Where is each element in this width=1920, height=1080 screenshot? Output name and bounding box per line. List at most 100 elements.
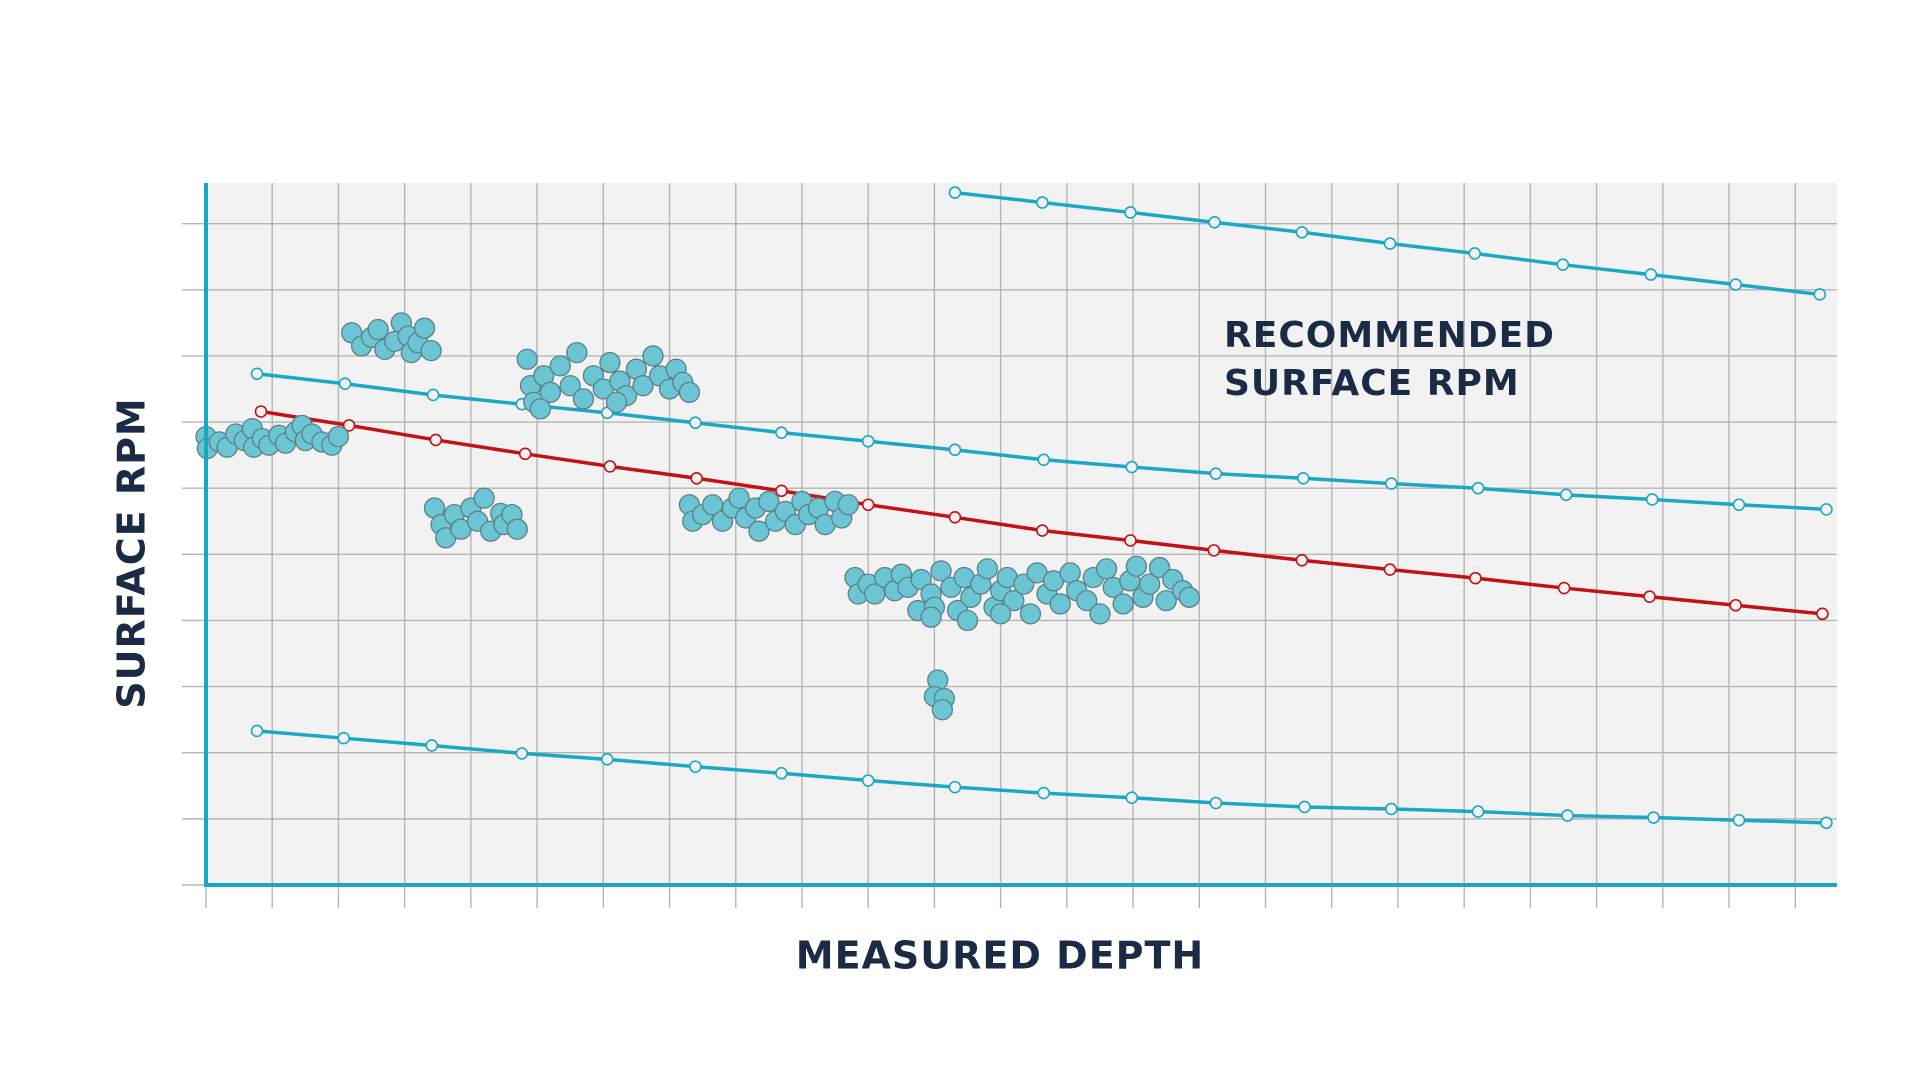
line-marker (1298, 800, 1311, 814)
scatter-point (529, 398, 552, 420)
scatter-point (678, 381, 701, 403)
line-marker (690, 471, 703, 485)
line-marker (600, 753, 614, 766)
line-marker (948, 511, 962, 524)
line-marker (861, 498, 875, 512)
line-marker (338, 377, 352, 391)
line-marker (1383, 563, 1397, 576)
scatter-point (758, 490, 780, 513)
line-marker (1125, 791, 1139, 805)
scatter-point (956, 609, 979, 632)
line-marker (342, 419, 356, 432)
scatter-point (920, 606, 942, 628)
scatter-point (728, 487, 750, 509)
scatter-point (1095, 558, 1118, 580)
scatter-point (566, 341, 588, 364)
line-marker (1732, 498, 1746, 512)
scatter-point (559, 375, 581, 397)
line-marker (1556, 258, 1570, 271)
line-marker (518, 447, 532, 461)
scatter-point (1059, 562, 1081, 584)
line-marker (250, 367, 264, 381)
line-marker (1820, 816, 1833, 830)
scatter-point (930, 560, 952, 582)
scatter-point (1003, 589, 1025, 612)
line-marker (1383, 237, 1397, 250)
line-marker (1645, 493, 1659, 506)
scatter-point (837, 494, 859, 516)
scatter-point (1178, 586, 1201, 608)
line-marker (515, 747, 529, 760)
scatter-point (327, 425, 350, 448)
line-marker (1036, 524, 1049, 537)
scatter-point (506, 518, 528, 540)
scatter-point (931, 699, 954, 721)
line-marker (948, 443, 962, 457)
line-marker (1561, 809, 1574, 822)
marks (195, 186, 1833, 830)
line-marker (1644, 268, 1658, 281)
line-marker (1816, 607, 1829, 621)
line-marker (1209, 796, 1223, 810)
line-marker (1643, 590, 1656, 603)
scatter-point (1125, 555, 1148, 577)
line-marker (948, 186, 962, 199)
line-marker (337, 731, 351, 745)
line-marker (250, 724, 264, 738)
line-marker (1469, 571, 1482, 585)
line-marker (1471, 481, 1485, 495)
line-marker (1820, 503, 1833, 516)
scatter-point (989, 603, 1012, 625)
x-axis-label: MEASURED DEPTH (796, 934, 1204, 978)
line-marker (429, 433, 443, 447)
scatter-point (605, 391, 628, 413)
line-marker (1559, 488, 1573, 502)
scatter-point (1148, 556, 1171, 579)
scatter-point (599, 351, 621, 374)
line-marker (689, 416, 702, 430)
scatter-point (1089, 603, 1111, 625)
scatter-point (367, 318, 389, 341)
line-marker (1124, 206, 1137, 219)
scatter-point (420, 340, 442, 362)
line-marker (948, 780, 962, 794)
scatter-point (539, 381, 561, 403)
scatter-point (473, 487, 495, 509)
scatter-point (632, 375, 654, 397)
y-axis-label: SURFACE RPM (110, 397, 154, 709)
scatter-point (910, 568, 932, 591)
scatter-point (748, 520, 770, 542)
line-marker (1557, 581, 1571, 595)
scatter-point (642, 345, 664, 367)
line-marker (775, 766, 788, 780)
line-marker (1037, 786, 1050, 800)
line-marker (861, 774, 875, 787)
line-marker (1209, 467, 1223, 480)
plot-background (206, 183, 1837, 885)
line-marker (1647, 811, 1660, 824)
line-marker (1207, 544, 1221, 557)
line-marker (1037, 453, 1050, 467)
line-marker (1125, 460, 1139, 474)
line-marker (1813, 288, 1827, 301)
scatter-point (1076, 589, 1098, 612)
scatter-point (1138, 573, 1161, 595)
annotation: SURFACE RPM (1224, 363, 1520, 404)
scatter-point (1019, 603, 1042, 625)
scatter-point (1155, 589, 1177, 612)
scatter-point (976, 558, 999, 580)
line-marker (254, 405, 268, 418)
line-marker (861, 434, 875, 448)
line-marker (1296, 471, 1310, 485)
scatter-point (549, 355, 571, 377)
line-marker (1295, 225, 1309, 239)
line-marker (1471, 805, 1485, 818)
line-marker (425, 739, 439, 752)
line-marker (689, 760, 702, 773)
line-marker (1295, 553, 1309, 567)
line-marker (775, 484, 788, 498)
line-marker (1729, 598, 1742, 612)
line-marker (603, 460, 617, 473)
scatter-point (413, 317, 436, 339)
